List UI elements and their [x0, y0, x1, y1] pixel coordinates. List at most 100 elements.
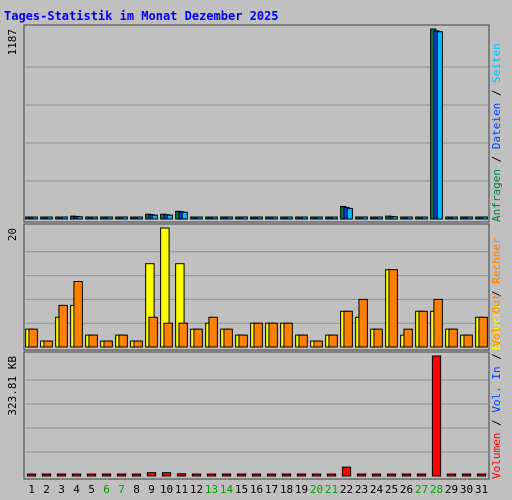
bar-seiten-day-24 — [376, 216, 383, 220]
bar-rechner-day-19 — [298, 334, 308, 348]
bar-rechner-day-15 — [238, 334, 248, 348]
bar-rechner-day-18 — [283, 322, 293, 348]
legend-volume: Volumen / Vol. In / Vol. Out — [490, 294, 503, 479]
day-label-14: 14 — [220, 483, 234, 496]
bar-volumen-day-12 — [191, 473, 202, 477]
legend-entry-volumen: Volumen — [490, 433, 503, 479]
panel-visits: 20 — [6, 223, 490, 351]
bar-volumen-day-25 — [386, 473, 397, 477]
day-label-15: 15 — [235, 483, 248, 496]
legend-separator: / — [490, 149, 503, 169]
bar-volumen-day-30 — [461, 473, 472, 477]
legend-entry-rechner: Rechner — [490, 237, 503, 284]
chart-panels: 1187 20 323.81 KB — [6, 24, 490, 480]
day-label-22: 22 — [340, 483, 353, 496]
bar-rechner-day-28 — [433, 298, 443, 348]
bar-volumen-day-31 — [476, 473, 487, 477]
bar-rechner-day-4 — [73, 281, 83, 348]
bar-seiten-day-1 — [31, 216, 38, 220]
bar-rechner-day-17 — [268, 322, 278, 348]
bar-rechner-day-23 — [358, 298, 368, 348]
bar-seiten-day-8 — [136, 216, 143, 220]
panel-frame — [23, 351, 490, 480]
legend-entry-seiten: Seiten — [490, 43, 503, 83]
bar-rechner-day-6 — [103, 340, 113, 348]
y-axis-max-label: 1187 — [6, 29, 19, 56]
bar-seiten-day-29 — [451, 216, 458, 220]
bar-rechner-day-29 — [448, 328, 458, 348]
bar-seiten-day-19 — [301, 216, 308, 220]
bar-seiten-day-6 — [106, 216, 113, 220]
bar-volumen-day-1 — [26, 473, 37, 477]
bar-volumen-day-5 — [86, 473, 97, 477]
legend-visits: Besuche / Rechner — [490, 237, 503, 350]
legend-entry-vol-in: Vol. In — [490, 366, 503, 412]
bar-volumen-day-21 — [326, 473, 337, 477]
legend-separator: / — [490, 83, 503, 103]
day-label-2: 2 — [43, 483, 50, 496]
bar-volumen-day-23 — [356, 473, 367, 477]
bar-seiten-day-16 — [256, 216, 263, 220]
bar-seiten-day-28 — [436, 31, 443, 220]
bar-seiten-day-21 — [331, 216, 338, 220]
bar-seiten-day-3 — [61, 216, 68, 220]
bar-seiten-day-27 — [421, 216, 428, 220]
bar-rechner-day-8 — [133, 340, 143, 348]
day-label-20: 20 — [310, 483, 323, 496]
bar-rechner-day-24 — [373, 328, 383, 348]
bar-seiten-day-14 — [226, 216, 233, 220]
bar-rechner-day-9 — [148, 316, 158, 348]
bar-rechner-day-26 — [403, 328, 413, 348]
bar-volumen-day-8 — [131, 473, 142, 477]
legend-entry-anfragen: Anfragen — [490, 169, 503, 222]
day-label-19: 19 — [295, 483, 308, 496]
panel-volume: 323.81 KB — [6, 351, 490, 480]
bar-volumen-day-11 — [176, 473, 187, 477]
bar-volumen-day-6 — [101, 473, 112, 477]
day-label-23: 23 — [355, 483, 368, 496]
day-label-25: 25 — [385, 483, 398, 496]
bar-seiten-day-7 — [121, 216, 128, 220]
legend-separator: / — [490, 284, 503, 304]
bar-rechner-day-25 — [388, 269, 398, 348]
bar-volumen-day-17 — [266, 473, 277, 477]
bar-volumen-day-7 — [116, 473, 127, 477]
bar-seiten-day-30 — [466, 216, 473, 220]
bar-volumen-day-19 — [296, 473, 307, 477]
bar-rechner-day-31 — [478, 316, 488, 348]
bar-volumen-day-9 — [146, 472, 157, 477]
bar-seiten-day-31 — [481, 216, 488, 220]
day-label-10: 10 — [160, 483, 173, 496]
bar-seiten-day-2 — [46, 216, 53, 220]
bar-seiten-day-10 — [166, 214, 173, 220]
bar-rechner-day-30 — [463, 334, 473, 348]
bar-rechner-day-13 — [208, 316, 218, 348]
bar-seiten-day-20 — [316, 216, 323, 220]
bar-rechner-day-10 — [163, 322, 173, 348]
bar-seiten-day-11 — [181, 211, 188, 220]
bar-rechner-day-16 — [253, 322, 263, 348]
bar-volumen-day-2 — [41, 473, 52, 477]
y-axis-max-label: 323.81 KB — [6, 356, 19, 416]
legend-requests: Anfragen / Dateien / Seiten — [490, 43, 503, 222]
bar-rechner-day-27 — [418, 310, 428, 348]
bar-seiten-day-17 — [271, 216, 278, 220]
bar-volumen-day-13 — [206, 473, 217, 477]
day-label-18: 18 — [280, 483, 293, 496]
bar-rechner-day-1 — [28, 328, 38, 348]
bar-volumen-day-14 — [221, 473, 232, 477]
bar-volumen-day-29 — [446, 473, 457, 477]
day-label-6: 6 — [103, 483, 110, 496]
legend-entry-vol-out: Vol. Out — [490, 294, 503, 347]
day-label-1: 1 — [28, 483, 35, 496]
bar-volumen-day-28 — [431, 355, 442, 477]
day-label-17: 17 — [265, 483, 278, 496]
legend-separator: / — [490, 413, 503, 433]
bar-volumen-day-24 — [371, 473, 382, 477]
bar-volumen-day-20 — [311, 473, 322, 477]
day-label-24: 24 — [370, 483, 384, 496]
day-label-31: 31 — [475, 483, 488, 496]
day-label-13: 13 — [205, 483, 218, 496]
